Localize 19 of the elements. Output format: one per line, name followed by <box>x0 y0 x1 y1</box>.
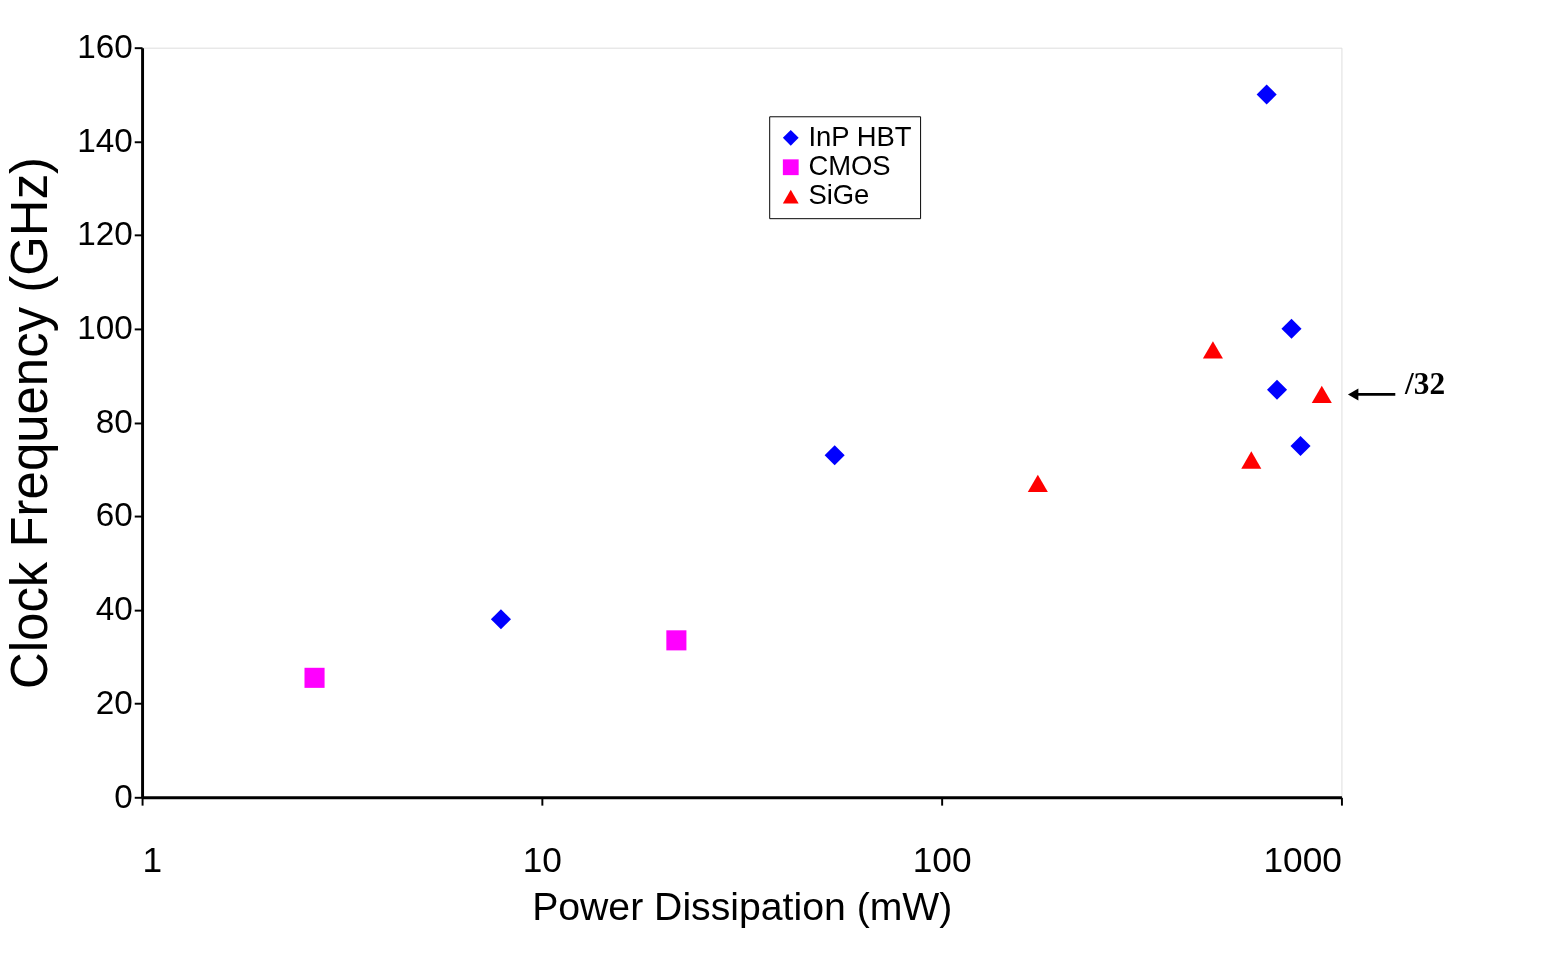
y-tick-label: 140 <box>77 121 133 159</box>
y-tick-label: 20 <box>95 683 133 721</box>
y-tick-label: 0 <box>114 777 133 815</box>
y-tick-label: 40 <box>95 590 133 628</box>
x-axis-title: Power Dissipation (mW) <box>532 885 953 929</box>
y-axis-title: Clock Frequency (GHz) <box>0 156 58 690</box>
y-tick-label: 120 <box>77 215 133 253</box>
legend-label: InP HBT <box>808 120 912 152</box>
x-tick-label: 1 <box>142 840 163 880</box>
x-tick-label: 1000 <box>1263 840 1342 880</box>
x-tick-label: 100 <box>912 840 972 880</box>
annotation: /32 <box>1404 366 1446 402</box>
y-tick-label: 160 <box>77 27 133 65</box>
legend-label: SiGe <box>808 179 870 211</box>
y-tick-label: 60 <box>95 496 133 534</box>
y-tick-label: 100 <box>77 309 133 347</box>
legend-label: CMOS <box>808 150 891 182</box>
y-tick-label: 80 <box>95 402 133 440</box>
x-tick-label: 10 <box>522 840 562 880</box>
